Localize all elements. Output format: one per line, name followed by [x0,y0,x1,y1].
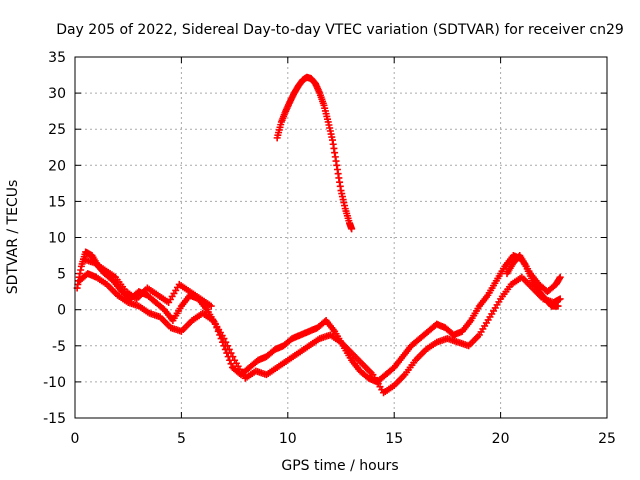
data-point [227,349,235,357]
x-tick-label: 10 [279,431,297,447]
data-point [224,342,232,350]
series-track-5 [503,252,562,310]
y-tick-label: 20 [48,158,66,174]
y-tick-label: 0 [57,303,66,319]
tick-labels: 0 5 10 15 20 25 -15 -10 -5 0 5 10 15 20 25 30 35 [43,50,616,447]
y-tick-label: -15 [43,411,66,427]
data-point [554,302,562,310]
data-point [348,225,356,233]
x-axis-label: GPS time / hours [281,458,398,474]
data-point [229,353,237,361]
series-track-2 [75,270,564,397]
y-tick-label: 15 [48,194,66,210]
series-track-3 [273,73,356,233]
y-tick-label: 5 [57,267,66,283]
data-point [207,302,215,310]
y-axis-label: SDTVAR / TECUs [5,180,21,295]
data-point [222,338,230,346]
chart-title: Day 205 of 2022, Sidereal Day-to-day VTE… [56,22,624,38]
x-tick-label: 15 [385,431,403,447]
x-tick-label: 0 [71,431,80,447]
data-point [556,295,564,303]
series-track-4 [80,255,215,310]
data-point [556,273,564,281]
y-tick-label: 10 [48,231,66,247]
data-points [73,73,564,397]
x-tick-label: 25 [598,431,616,447]
y-tick-label: -10 [43,375,66,391]
x-tick-label: 5 [177,431,186,447]
plot-frame [74,56,608,419]
y-tick-label: 35 [48,50,66,66]
grid-lines [75,57,607,418]
y-tick-label: 30 [48,86,66,102]
x-tick-label: 20 [492,431,510,447]
y-tick-label: 25 [48,122,66,138]
y-tick-label: -5 [52,339,66,355]
data-point [220,335,228,343]
data-point [225,345,233,353]
